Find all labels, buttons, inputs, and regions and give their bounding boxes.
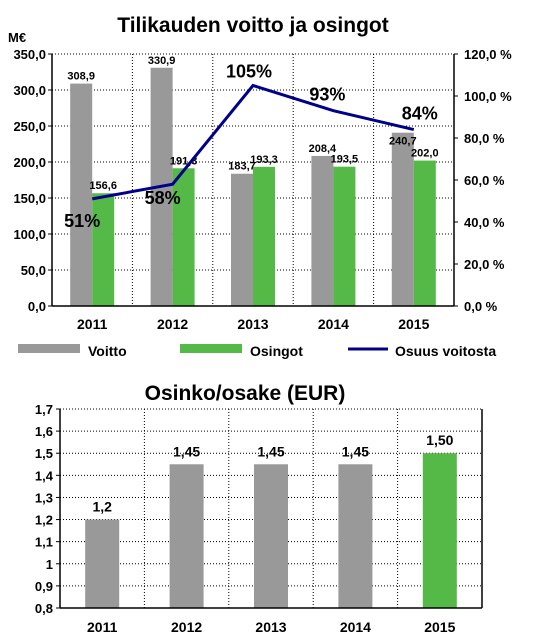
y-tick-label: 50,0 (21, 263, 46, 278)
bar-voitto (231, 173, 253, 306)
bar-osinko (254, 464, 288, 608)
data-label-osuus: 105% (226, 62, 272, 82)
y-tick-label: 1 (46, 557, 53, 572)
y-tick-label: 350,0 (13, 47, 46, 62)
y-tick-label: 1,7 (35, 402, 53, 417)
x-tick-label: 2015 (398, 316, 429, 332)
x-tick-label: 2012 (157, 316, 188, 332)
data-label-osinko: 1,2 (92, 499, 112, 515)
data-label-osingot: 193,3 (250, 154, 278, 166)
bar-osingot (413, 160, 436, 306)
bar-osingot (172, 168, 195, 306)
data-label-voitto: 208,4 (309, 143, 337, 155)
data-label-osinko: 1,45 (173, 443, 200, 459)
dividend-per-share-chart: Osinko/osake (EUR) 0,8 0,9 1 1,1 1,2 1,3 1,4 1,5… (35, 382, 483, 635)
x-tick-label: 2014 (318, 316, 349, 332)
y-tick-label: 1,6 (35, 424, 53, 439)
data-label-voitto: 240,7 (389, 136, 417, 148)
y-tick-label: 1,4 (35, 468, 54, 483)
data-label-osingot: 156,6 (89, 180, 117, 192)
y2-tick-label: 20,0 % (464, 257, 505, 272)
legend-label-osingot: Osingot (250, 343, 303, 359)
chart-title: Tilikauden voitto ja osingot (117, 14, 388, 37)
data-label-osuus: 58% (145, 188, 181, 208)
data-label-osinko: 1,45 (342, 443, 369, 459)
legend-label-osuus: Osuus voitosta (395, 343, 496, 359)
bar-osinko (169, 464, 204, 608)
data-label-osinko: 1,45 (257, 443, 284, 459)
x-tick-label: 2013 (237, 316, 268, 332)
chart-title: Osinko/osake (EUR) (145, 382, 346, 405)
bar-osingot (92, 193, 115, 306)
data-label-osuus: 51% (64, 211, 100, 231)
x-tick-label: 2011 (87, 619, 118, 635)
y2-tick-label: 40,0 % (464, 215, 505, 230)
data-label-osuus: 93% (309, 85, 345, 105)
x-tick-label: 2011 (77, 316, 108, 332)
legend-label-voitto: Voitto (88, 343, 127, 359)
bar-voitto (70, 83, 93, 306)
y2-tick-label: 100,0 % (464, 89, 512, 104)
bar-osingot (253, 166, 275, 306)
y-tick-label: 1,1 (35, 535, 53, 550)
line-osuus-voitosta (91, 83, 415, 201)
data-label-voitto: 183,7 (228, 161, 256, 173)
y-tick-label: 1,3 (35, 490, 53, 505)
x-tick-label: 2014 (340, 619, 371, 635)
bar-osinko (422, 453, 457, 608)
y-tick-label: 150,0 (13, 191, 46, 206)
bar-voitto (311, 155, 334, 306)
data-label-osingot: 193,5 (331, 154, 359, 166)
y2-tick-label: 80,0 % (464, 131, 505, 146)
legend-swatch-voitto (18, 344, 80, 353)
y2-tick-label: 60,0 % (464, 173, 505, 188)
legend-swatch-osingot (180, 344, 242, 353)
y-tick-label: 300,0 (13, 83, 46, 98)
y-tick-label: 0,9 (35, 579, 53, 594)
data-label-osuus: 84% (402, 104, 438, 124)
y-tick-label: 0,8 (35, 601, 53, 616)
x-tick-label: 2015 (424, 619, 455, 635)
y-axis-unit: M€ (8, 30, 26, 45)
data-label-osingot: 202,0 (411, 148, 439, 160)
profit-dividend-chart: Tilikauden voitto ja osingot M€ 0,0 50,0 100… (8, 14, 512, 359)
y-tick-label: 1,5 (35, 446, 53, 461)
y2-tick-label: 0,0 % (464, 299, 498, 314)
y2-tick-label: 120,0 % (464, 47, 512, 62)
x-tick-label: 2013 (255, 619, 286, 635)
data-label-voitto: 308,9 (67, 71, 95, 83)
y-tick-label: 250,0 (13, 119, 46, 134)
bar-osinko (85, 519, 120, 608)
bar-osinko (338, 464, 373, 608)
bar-voitto (391, 132, 414, 306)
y-tick-label: 100,0 (13, 227, 46, 242)
y-tick-label: 0,0 (28, 299, 46, 314)
y-tick-label: 200,0 (13, 155, 46, 170)
data-label-voitto: 330,9 (148, 55, 176, 67)
data-label-osinko: 1,50 (426, 432, 453, 448)
x-tick-label: 2012 (171, 619, 202, 635)
y-tick-label: 1,2 (35, 513, 53, 528)
bar-osingot (333, 166, 356, 306)
